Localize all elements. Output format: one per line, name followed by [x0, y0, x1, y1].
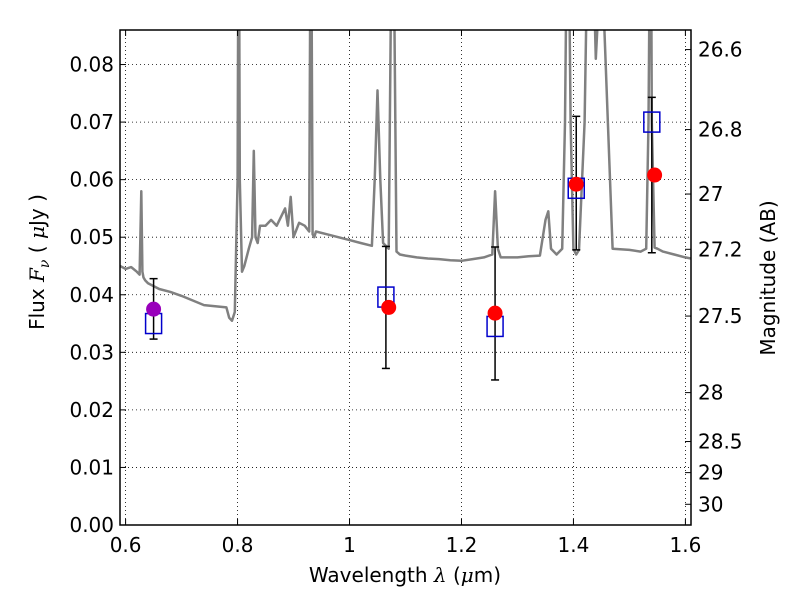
observed-flux-point — [487, 305, 503, 321]
y-axis-label: Flux Fν ( μJy ) — [25, 194, 53, 330]
observed-flux-point — [146, 301, 162, 317]
model-flux-marker — [643, 111, 661, 133]
y2-tick-label: 26.6 — [698, 38, 743, 62]
x-tick-label: 1 — [343, 533, 356, 557]
y2-tick-label: 27.5 — [698, 304, 743, 328]
y-tick-label: 0.05 — [69, 225, 114, 249]
y-tick-label: 0.04 — [69, 283, 114, 307]
x-axis-label: Wavelength λ (μm) — [309, 563, 501, 587]
x-tick-label: 0.6 — [110, 533, 142, 557]
y2-tick-label: 28.5 — [698, 430, 743, 454]
x-tick-label: 1.2 — [446, 533, 478, 557]
y-tick-label: 0.00 — [69, 513, 114, 537]
y2-tick-label: 26.8 — [698, 118, 743, 142]
observed-flux-point — [568, 176, 584, 192]
y-tick-label: 0.08 — [69, 53, 114, 77]
y2-tick-label: 27 — [698, 182, 723, 206]
y-tick-label: 0.03 — [69, 340, 114, 364]
y2-tick-label: 27.2 — [698, 237, 743, 261]
y-tick-label: 0.02 — [69, 398, 114, 422]
x-tick-label: 1.4 — [558, 533, 590, 557]
y-tick-label: 0.01 — [69, 455, 114, 479]
y2-axis-label: Magnitude (AB) — [756, 200, 780, 355]
axis-ticks: 0.6 0.8 1 1.2 1.4 1.6 0.00 0.01 0.02 0.03 0.04 0.05… — [69, 30, 743, 557]
y2-tick-label: 30 — [698, 492, 723, 516]
grid — [120, 30, 691, 526]
y-tick-label: 0.06 — [69, 168, 114, 192]
observed-flux-point — [647, 167, 663, 183]
y2-tick-label: 29 — [698, 461, 723, 485]
plot-frame — [119, 29, 692, 526]
x-tick-label: 0.8 — [222, 533, 254, 557]
plot-area — [120, 30, 691, 381]
observed-flux-point — [381, 299, 397, 315]
spectrum-line — [120, 30, 691, 322]
y2-tick-label: 28 — [698, 381, 723, 405]
y-tick-label: 0.07 — [69, 110, 114, 134]
x-tick-label: 1.6 — [669, 533, 701, 557]
